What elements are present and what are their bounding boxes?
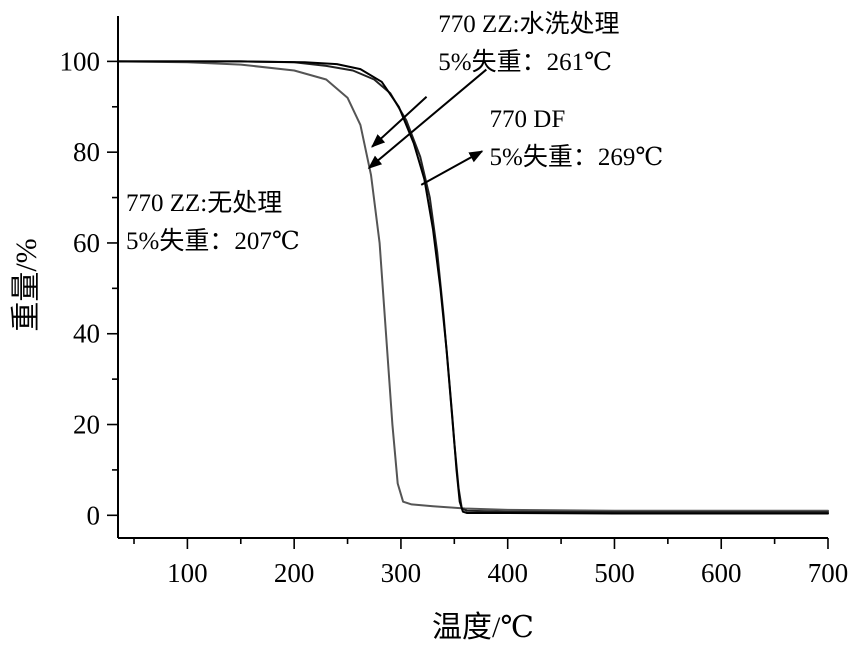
annotation-arrow-2 [420, 150, 484, 186]
y-tick-label: 100 [60, 46, 101, 76]
x-tick-label: 200 [274, 558, 315, 588]
annotation-text-2-1: 770 DF [490, 106, 566, 133]
x-tick-label: 500 [594, 558, 635, 588]
annotation-text-1-1: 770 ZZ:水洗处理 [438, 10, 619, 38]
annotation-arrow-3 [367, 68, 487, 169]
x-tick-label: 100 [167, 558, 208, 588]
annotation-text-3-1: 770 ZZ:无处理 [126, 189, 282, 217]
series-line-3 [117, 60, 829, 515]
y-tick-label: 80 [73, 137, 100, 167]
x-tick-label: 600 [701, 558, 742, 588]
series-line-1 [117, 60, 829, 512]
annotation-layer: 770 ZZ:水洗处理 5%失重：261℃ 770 DF 5%失重：269℃ 770 Z… [126, 10, 663, 255]
x-axis-title: 温度/℃ [432, 611, 534, 644]
y-tick-label: 40 [73, 319, 100, 349]
x-tick-label: 400 [487, 558, 528, 588]
annotation-text-2-2: 5%失重：269℃ [490, 143, 664, 171]
series-layer [117, 60, 829, 515]
axes-layer: 100 200 300 400 500 600 700 0 20 40 60 80 100 [60, 16, 849, 588]
x-tick-label: 300 [381, 558, 422, 588]
annotation-text-3-2: 5%失重：207℃ [126, 227, 300, 255]
y-axis-title: 重量/% [10, 238, 43, 331]
y-tick-label: 0 [87, 500, 101, 530]
x-tick-label: 700 [808, 558, 849, 588]
annotation-text-1-2: 5%失重：261℃ [438, 48, 612, 76]
y-tick-label: 60 [73, 228, 100, 258]
series-line-2 [117, 60, 829, 514]
y-tick-label: 20 [73, 410, 100, 440]
annotation-arrow-1 [371, 96, 428, 148]
